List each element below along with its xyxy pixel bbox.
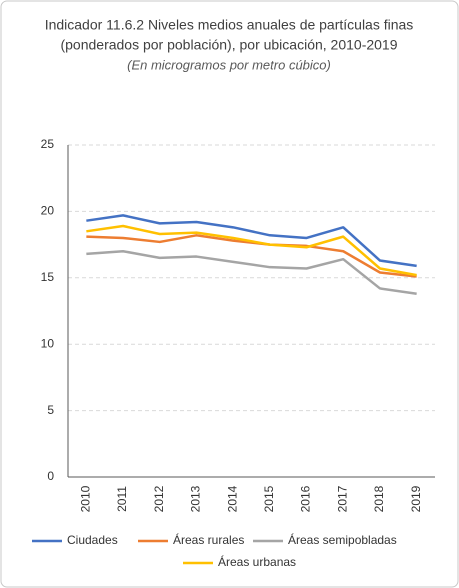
x-tick-label: 2019 xyxy=(409,485,423,512)
x-tick-label: 2013 xyxy=(189,485,203,512)
chart-title: Indicador 11.6.2 Niveles medios anuales … xyxy=(45,17,414,33)
x-tick-label: 2010 xyxy=(79,485,93,512)
y-tick-label: 25 xyxy=(41,137,55,151)
legend-label: Ciudades xyxy=(67,533,118,547)
x-tick-label: 2012 xyxy=(152,485,166,512)
y-tick-label: 10 xyxy=(41,336,55,350)
series-line xyxy=(86,234,417,278)
x-tick-label: 2016 xyxy=(299,485,313,512)
legend-label: Áreas semipobladas xyxy=(288,532,397,547)
x-tick-label: 2011 xyxy=(115,486,129,512)
chart-subtitle: (En microgramos por metro cúbico) xyxy=(127,57,331,72)
x-tick-label: 2017 xyxy=(335,485,349,512)
x-tick-label: 2018 xyxy=(372,485,386,512)
series-line xyxy=(86,249,417,295)
y-tick-label: 0 xyxy=(47,469,54,483)
y-tick-label: 5 xyxy=(47,403,54,417)
series-line xyxy=(86,224,417,277)
series-line xyxy=(86,214,417,268)
y-tick-label: 20 xyxy=(41,204,55,218)
x-tick-label: 2014 xyxy=(225,485,239,512)
y-tick-label: 15 xyxy=(41,270,55,284)
legend-label: Áreas urbanas xyxy=(218,554,296,569)
chart-title: (ponderados por población), por ubicació… xyxy=(60,37,397,53)
x-tick-label: 2015 xyxy=(262,485,276,512)
legend-label: Áreas rurales xyxy=(173,532,244,547)
